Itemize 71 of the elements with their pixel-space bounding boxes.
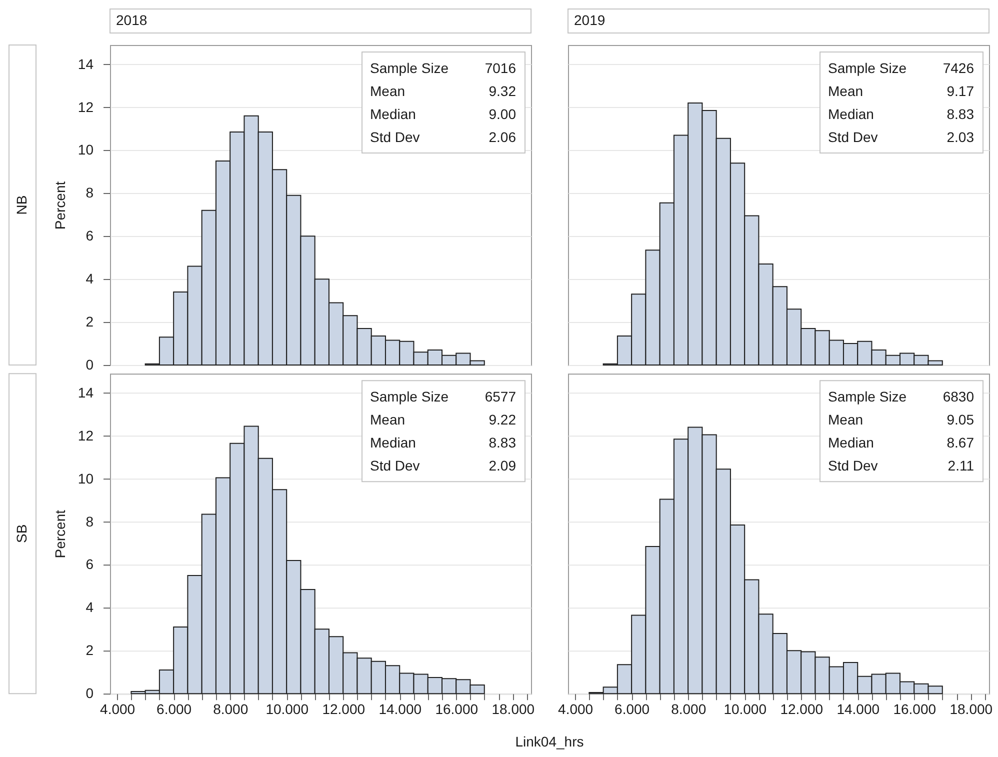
annotation: 6830 bbox=[942, 388, 974, 405]
y-tick-label: 4 bbox=[86, 270, 94, 287]
annotation: 7426 bbox=[942, 60, 974, 76]
x-tick-label: 16.000 bbox=[435, 701, 478, 718]
text: SB bbox=[14, 524, 30, 543]
annotation: 2.11 bbox=[948, 458, 974, 474]
annotation: 9.32 bbox=[488, 83, 516, 99]
y-tick-label: 8 bbox=[86, 513, 94, 530]
y-tick-label: 0 bbox=[86, 685, 94, 702]
annotation: Sample Size bbox=[370, 388, 449, 405]
annotation: Sample Size bbox=[828, 60, 907, 76]
x-tick-label: 14.000 bbox=[378, 701, 422, 718]
annotation: 8.83 bbox=[946, 106, 974, 122]
annotation: 2.06 bbox=[488, 129, 516, 145]
annotation: Std Dev bbox=[370, 458, 420, 474]
chart-title: 2019 bbox=[574, 12, 606, 28]
text: NB bbox=[14, 195, 30, 215]
x-tick-label: 14.000 bbox=[836, 701, 880, 718]
annotation: 8.83 bbox=[488, 434, 516, 451]
annotation: Mean bbox=[370, 83, 406, 99]
annotation: 9.22 bbox=[488, 412, 516, 428]
y-tick-label: 2 bbox=[86, 314, 94, 330]
x-tick-label: 10.000 bbox=[266, 701, 309, 718]
annotation: 9.00 bbox=[488, 106, 516, 122]
x-tick-label: 4.000 bbox=[100, 701, 136, 718]
x-tick-label: 18.000 bbox=[950, 701, 993, 718]
x-axis-title: Link04_hrs bbox=[515, 734, 584, 750]
annotation: Std Dev bbox=[370, 129, 420, 145]
annotation: Median bbox=[828, 106, 874, 122]
annotation: Mean bbox=[370, 412, 406, 428]
annotation: Mean bbox=[828, 412, 864, 428]
annotation: Mean bbox=[828, 83, 864, 99]
annotation: 7016 bbox=[484, 60, 516, 76]
x-tick-label: 18.000 bbox=[492, 701, 535, 718]
y-tick-label: 12 bbox=[78, 427, 94, 444]
annotation: 9.17 bbox=[946, 83, 974, 99]
annotation: 9.05 bbox=[946, 412, 974, 428]
annotation: 6577 bbox=[484, 388, 516, 405]
x-tick-label: 16.000 bbox=[893, 701, 936, 718]
y-tick-label: 8 bbox=[86, 184, 94, 201]
annotation: Std Dev bbox=[828, 458, 878, 474]
x-tick-label: 4.000 bbox=[558, 701, 594, 718]
annotation: Median bbox=[370, 106, 416, 122]
annotation: Std Dev bbox=[828, 129, 878, 145]
y-tick-label: 10 bbox=[78, 142, 94, 158]
y-tick-label: 12 bbox=[78, 98, 94, 115]
annotation: Sample Size bbox=[828, 388, 907, 405]
y-tick-label: 4 bbox=[86, 599, 94, 616]
x-tick-label: 8.000 bbox=[213, 701, 248, 718]
x-tick-label: 8.000 bbox=[671, 701, 706, 718]
x-tick-label: 6.000 bbox=[614, 701, 650, 718]
annotation: Median bbox=[828, 434, 874, 451]
y-tick-label: 6 bbox=[86, 228, 94, 244]
annotation: 2.09 bbox=[488, 458, 516, 474]
y-tick-label: 14 bbox=[78, 56, 94, 72]
y-tick-label: 14 bbox=[78, 384, 94, 400]
x-tick-label: 6.000 bbox=[156, 701, 192, 718]
y-axis-title: Percent bbox=[52, 510, 68, 558]
annotation: Sample Size bbox=[370, 60, 449, 76]
annotation: Median bbox=[370, 434, 416, 451]
y-tick-label: 10 bbox=[78, 470, 94, 486]
y-axis-title: Percent bbox=[52, 181, 68, 230]
x-tick-label: 10.000 bbox=[724, 701, 767, 718]
y-tick-label: 0 bbox=[86, 356, 94, 372]
y-tick-label: 2 bbox=[86, 642, 94, 658]
x-tick-label: 12.000 bbox=[780, 701, 824, 718]
x-tick-label: 12.000 bbox=[322, 701, 366, 718]
chart-title: 2018 bbox=[116, 12, 148, 28]
annotation: 8.67 bbox=[946, 434, 974, 451]
y-tick-label: 6 bbox=[86, 556, 94, 572]
annotation: 2.03 bbox=[946, 129, 974, 145]
